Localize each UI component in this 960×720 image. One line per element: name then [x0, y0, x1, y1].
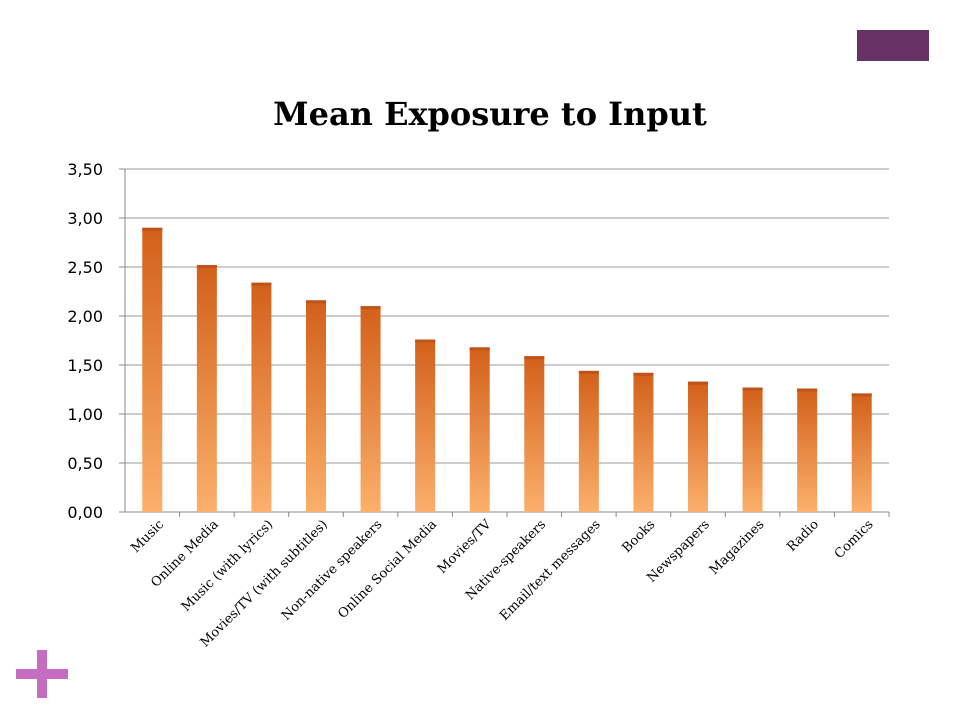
accent-block: [857, 30, 929, 61]
bar-cap: [142, 227, 163, 231]
bar-cap: [851, 393, 872, 397]
x-tick-label: Magazines: [707, 517, 768, 578]
bar-cap: [306, 300, 326, 304]
x-tick-label: Comics: [832, 517, 877, 562]
bar-cap: [524, 356, 545, 360]
x-tick-label: Online Social Media: [335, 517, 440, 622]
x-tick-label: Non-native speakers: [279, 517, 385, 623]
bar: [742, 387, 763, 512]
y-tick-label: 0,50: [67, 454, 103, 473]
bar-cap: [251, 282, 272, 286]
y-tick-label: 3,00: [67, 209, 103, 228]
bar-cap: [360, 306, 381, 310]
bar-cap: [196, 265, 217, 269]
bar: [688, 381, 708, 512]
bar: [306, 300, 326, 512]
bar-cap: [797, 388, 818, 392]
bar: [578, 370, 599, 512]
bar: [360, 306, 381, 512]
bar-cap: [469, 347, 490, 351]
x-tick-label: Music (with lyrics): [179, 517, 277, 615]
bar: [142, 227, 163, 513]
bar: [524, 356, 545, 512]
x-tick-label: Music: [128, 517, 167, 556]
x-tick-label: Movies/TV: [435, 517, 495, 577]
bar: [469, 347, 490, 512]
x-tick-label: Books: [620, 517, 659, 556]
y-tick-label: 0,00: [67, 503, 103, 522]
bar: [633, 372, 654, 512]
bar-cap: [578, 370, 599, 374]
chart-title: Mean Exposure to Input: [273, 95, 707, 133]
bar: [196, 265, 217, 512]
y-tick-label: 3,50: [67, 160, 103, 179]
x-tick-label: Radio: [784, 517, 822, 555]
bar: [851, 393, 872, 512]
bar: [415, 339, 436, 512]
bar: [251, 282, 272, 512]
y-tick-label: 2,50: [67, 258, 103, 277]
bar-cap: [415, 339, 436, 343]
plus-icon: [16, 650, 68, 698]
bar-cap: [742, 387, 763, 391]
bar: [797, 388, 818, 512]
y-tick-label: 2,00: [67, 307, 103, 326]
x-tick-label: Email/text messages: [497, 517, 604, 624]
y-tick-label: 1,00: [67, 405, 103, 424]
bar-cap: [633, 372, 654, 376]
y-tick-label: 1,50: [67, 356, 103, 375]
bar-cap: [688, 381, 708, 385]
